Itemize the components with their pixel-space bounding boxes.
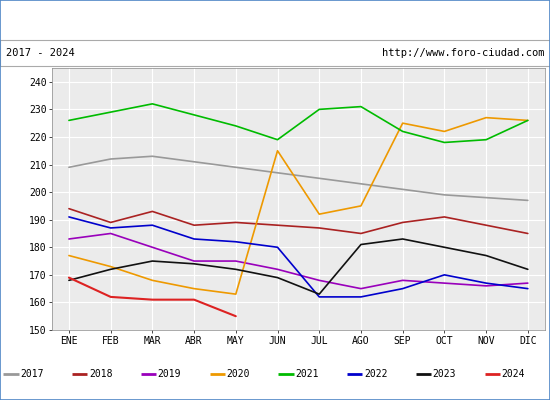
Text: 2018: 2018 [89, 369, 113, 379]
Text: Evolucion del paro registrado en Quijorna: Evolucion del paro registrado en Quijorn… [111, 14, 439, 28]
Text: 2024: 2024 [502, 369, 525, 379]
Text: http://www.foro-ciudad.com: http://www.foro-ciudad.com [382, 48, 544, 58]
Text: 2021: 2021 [295, 369, 319, 379]
Text: 2022: 2022 [364, 369, 388, 379]
Text: 2017 - 2024: 2017 - 2024 [6, 48, 74, 58]
Text: 2023: 2023 [433, 369, 456, 379]
Text: 2020: 2020 [227, 369, 250, 379]
Text: 2017: 2017 [20, 369, 44, 379]
Text: 2019: 2019 [158, 369, 182, 379]
